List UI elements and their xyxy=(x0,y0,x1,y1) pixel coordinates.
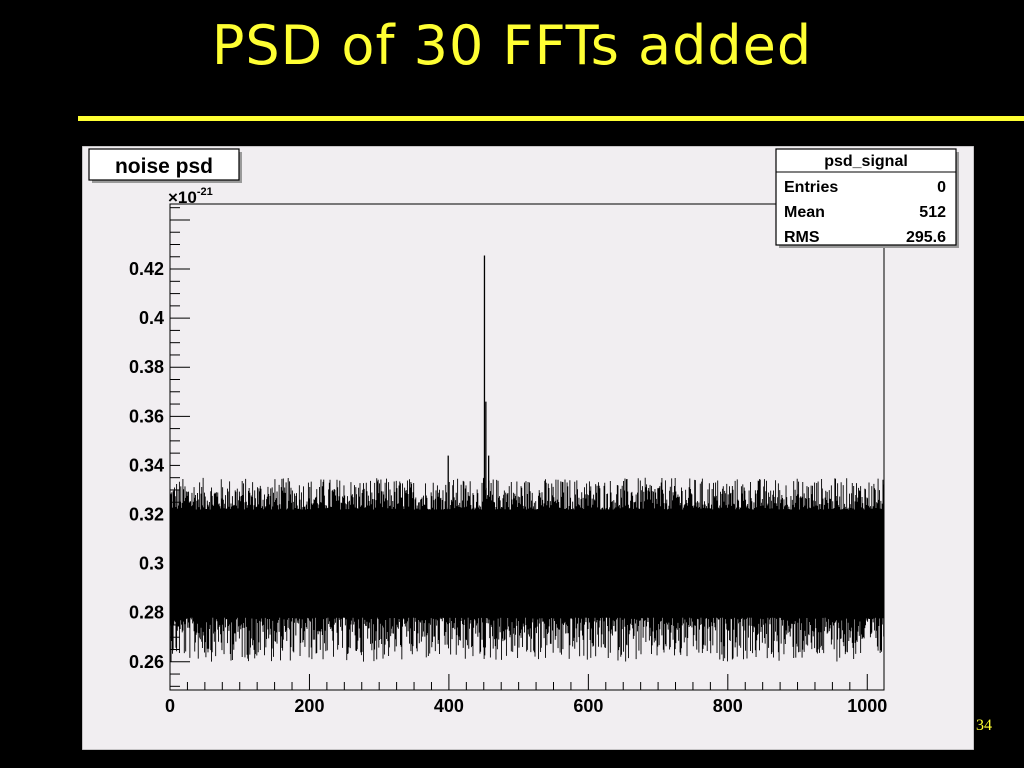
y-axis: 0.26 0.28 0.3 0.32 0.34 0.36 0.38 0.4 0.42 xyxy=(129,207,190,687)
stats-mean-label: Mean xyxy=(784,204,825,221)
y-exponent-power: -21 xyxy=(197,186,213,198)
y-exponent-base: ×10 xyxy=(168,188,197,207)
histogram-title: noise psd xyxy=(115,155,213,178)
stats-rms-label: RMS xyxy=(784,229,820,246)
x-tick-label: 800 xyxy=(713,696,743,716)
x-tick-label: 1000 xyxy=(847,696,887,716)
stats-rms-value: 295.6 xyxy=(906,229,946,246)
y-tick-label: 0.34 xyxy=(129,455,164,475)
y-tick-label: 0.4 xyxy=(139,308,164,328)
noise-psd-series xyxy=(169,255,885,662)
slide-title: PSD of 30 FFTs added xyxy=(211,14,813,77)
y-exponent-label: ×10-21 xyxy=(168,186,213,207)
x-tick-label: 600 xyxy=(573,696,603,716)
histogram-title-box: noise psd xyxy=(88,148,242,183)
stats-mean-value: 512 xyxy=(919,204,946,221)
stats-box: psd_signal Entries 0 Mean 512 RMS 295.6 xyxy=(775,148,959,248)
title-underline xyxy=(78,116,1024,121)
psd-plot: 0 200 400 600 800 1000 0.26 0.28 0.3 0.32 0.34 0.3… xyxy=(82,146,974,750)
plot-frame-border xyxy=(169,203,885,691)
x-tick-label: 200 xyxy=(294,696,324,716)
stats-entries-value: 0 xyxy=(937,179,946,196)
y-tick-label: 0.26 xyxy=(129,652,164,672)
y-tick-label: 0.36 xyxy=(129,406,164,426)
stats-box-title: psd_signal xyxy=(824,153,908,170)
page-number: 34 xyxy=(976,717,992,734)
y-tick-label: 0.42 xyxy=(129,259,164,279)
y-tick-label: 0.28 xyxy=(129,603,164,623)
y-tick-label: 0.3 xyxy=(139,554,164,574)
y-tick-label: 0.32 xyxy=(129,505,164,525)
noise-spikes xyxy=(169,477,885,662)
y-tick-label: 0.38 xyxy=(129,357,164,377)
x-tick-label: 400 xyxy=(434,696,464,716)
stats-entries-label: Entries xyxy=(784,179,838,196)
x-tick-label: 0 xyxy=(165,696,175,716)
x-axis: 0 200 400 600 800 1000 xyxy=(165,674,887,716)
